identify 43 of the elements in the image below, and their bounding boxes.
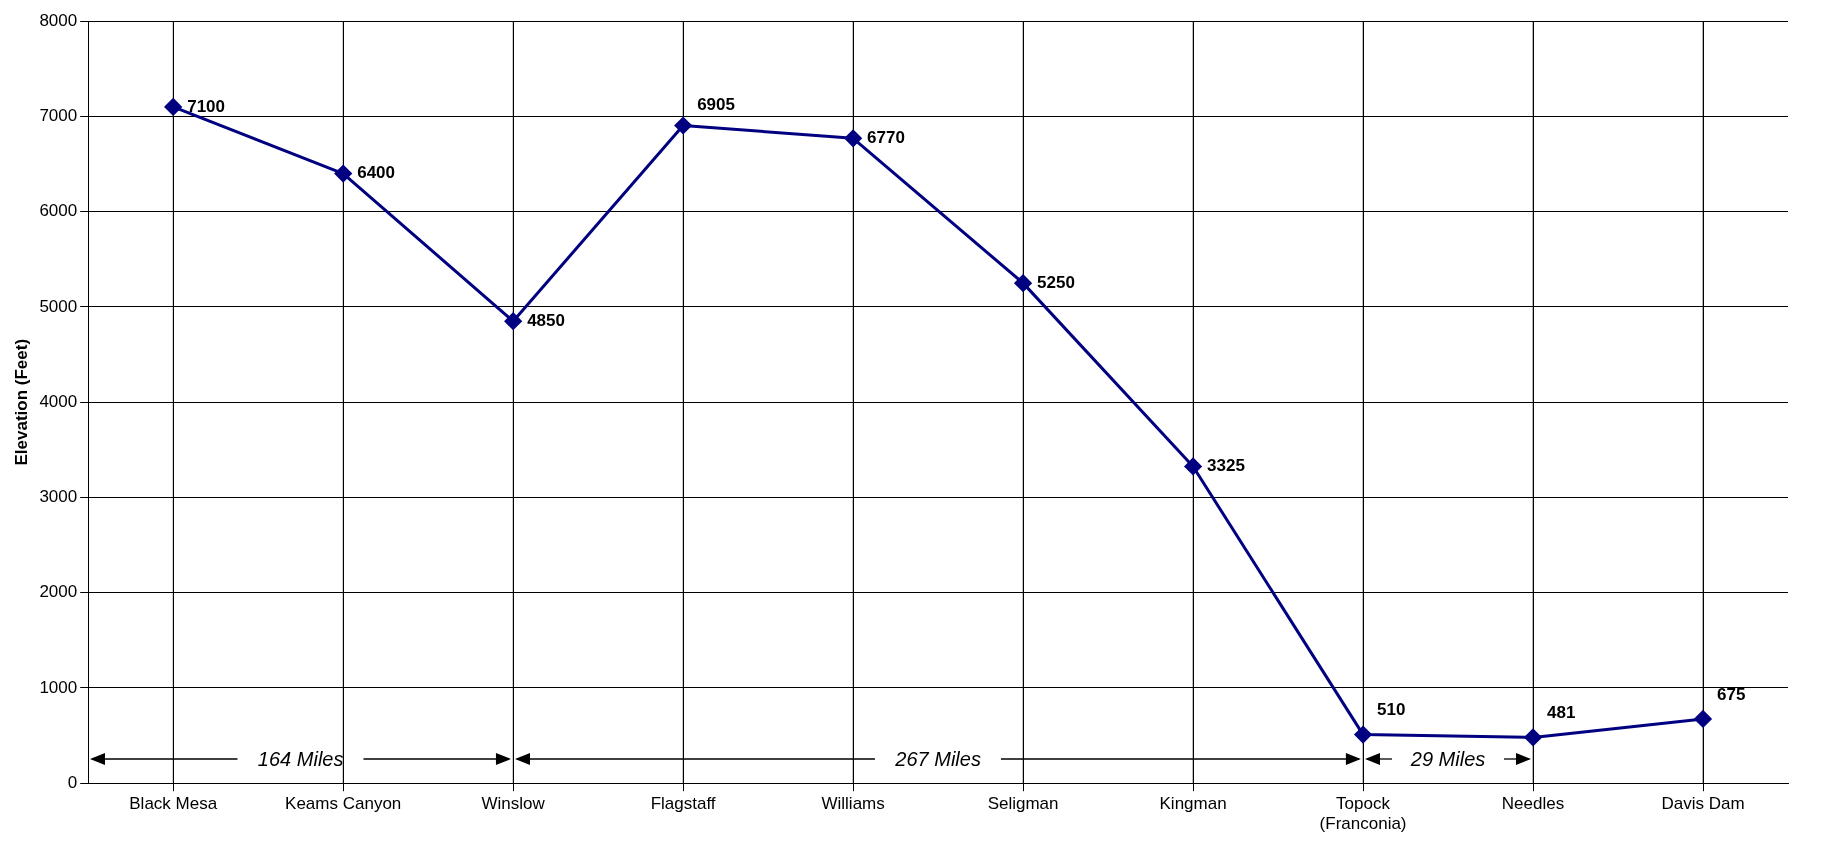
- annotation: 164 Miles: [256, 747, 345, 772]
- y-tick-label: 5000: [39, 296, 78, 316]
- x-tick-label: Keams Canyon: [285, 794, 402, 814]
- point: [1354, 726, 1372, 744]
- x-tick-label: Davis Dam: [1661, 794, 1745, 814]
- y-tick-label: 7000: [39, 106, 78, 126]
- point: [1014, 274, 1032, 292]
- data-label: 481: [1547, 703, 1576, 723]
- x-tick-label: Flagstaff: [650, 794, 716, 814]
- data-label: 3325: [1207, 456, 1245, 476]
- data-label: 7100: [187, 96, 226, 116]
- y-tick-label: 4000: [39, 391, 78, 411]
- y-tick-label: 2000: [39, 582, 78, 602]
- annotation: 267 Miles: [894, 747, 982, 772]
- point: [844, 129, 862, 147]
- x-tick-label: Needles: [1501, 794, 1565, 814]
- y-tick-label: 8000: [39, 10, 78, 30]
- x-tick-label: Kingman: [1159, 794, 1227, 814]
- x-tick-label: Topock (Franconia): [1319, 794, 1407, 834]
- data-label: 5250: [1037, 272, 1075, 292]
- data-label: 510: [1377, 700, 1406, 720]
- data-label: 6400: [357, 163, 396, 183]
- y-tick-label: 6000: [39, 201, 78, 221]
- data-label: 4850: [527, 310, 565, 330]
- point: [1694, 710, 1712, 728]
- data-label: 675: [1717, 684, 1746, 704]
- point: [1524, 728, 1542, 746]
- x-tick-label: Winslow: [481, 794, 546, 814]
- y-tick-label: 0: [67, 772, 78, 792]
- y-axis-title: Elevation (Feet): [11, 338, 31, 466]
- point: [1184, 457, 1202, 475]
- y-tick-label: 3000: [39, 487, 78, 507]
- y-tick-label: 1000: [39, 677, 78, 697]
- x-tick-label: Seligman: [987, 794, 1059, 814]
- x-tick-label: Williams: [821, 794, 885, 814]
- data-label: 6770: [867, 128, 905, 148]
- data-label: 6905: [697, 95, 735, 115]
- annotation: 29 Miles: [1409, 747, 1487, 772]
- point: [164, 98, 182, 116]
- point: [504, 312, 522, 330]
- point: [334, 165, 352, 183]
- x-tick-label: Black Mesa: [129, 794, 218, 814]
- point: [674, 117, 692, 134]
